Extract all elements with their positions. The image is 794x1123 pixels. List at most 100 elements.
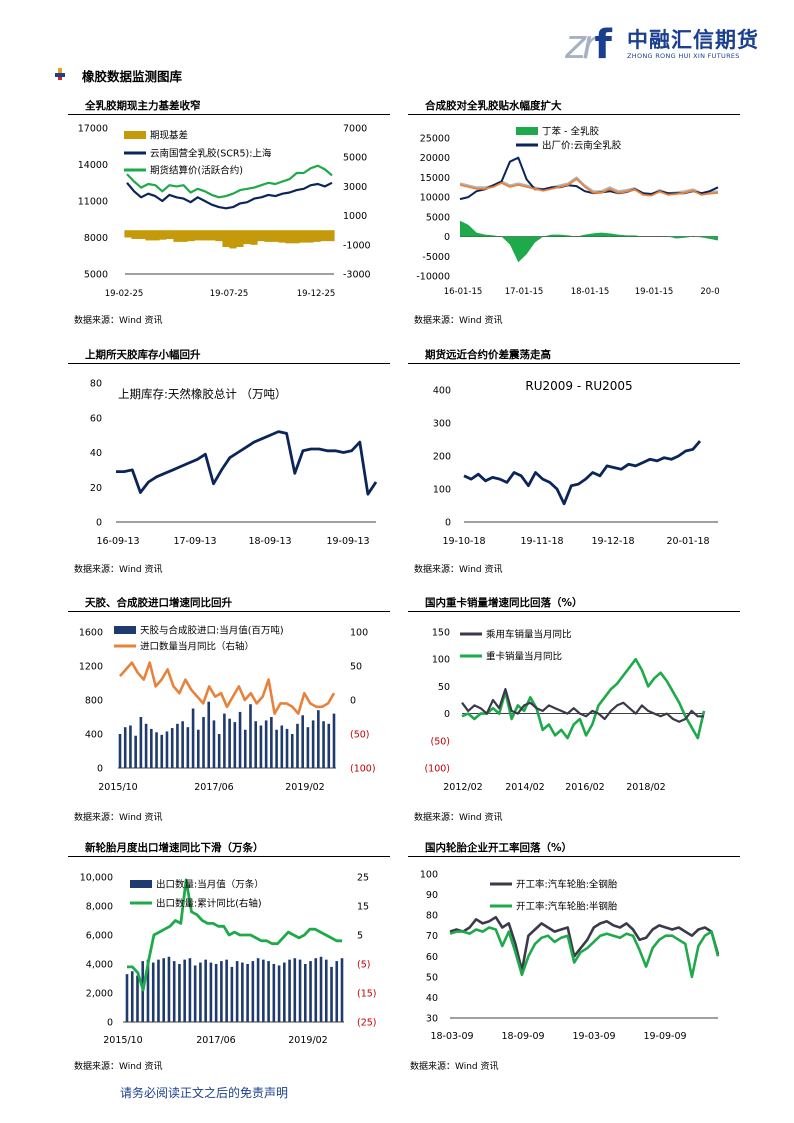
section-title: 橡胶数据监测图库 [82,69,183,84]
y-tick-label: 40 [90,448,102,459]
x-tick-label: 19-01-15 [635,287,674,297]
import-volume-bar [134,735,137,768]
basis-bar [145,230,153,241]
basis-bar [138,230,146,239]
chart-source: 数据来源：Wind 资讯 [410,1062,499,1072]
company-logo-mark: zrf [565,22,612,68]
legend-label: 开工率:汽车轮胎:半钢胎 [516,901,618,913]
chart-basis: 17000 14000 11000 8000 5000 7000 5000 3000 1000 -… [78,124,371,300]
export-volume-bar [256,958,260,1022]
chart-title-operating-rate: 国内轮胎企业开工率回落（%） [425,842,573,854]
y-tick-label: 0 [445,518,451,529]
heavy-truck-yoy-line [461,657,706,740]
export-volume-bar [167,956,171,1022]
y-tick-label: 0 [444,232,450,243]
chart-spread: 400 300 200 100 0 RU2009 - RU2005 19-10-18 19-1… [433,379,718,547]
y-tick-label: 15000 [420,173,450,184]
import-volume-bar [129,725,132,768]
chart-title-rule [408,856,740,857]
y-right-tick-label: (15) [357,989,377,1000]
x-tick-label: 18-03-09 [430,1031,473,1042]
import-volume-bar [285,728,289,768]
y-tick-label: 400 [433,386,451,397]
chart-source: 数据来源：Wind 资讯 [414,565,503,575]
y-tick-label: 5000 [343,153,367,164]
chart-title-truck: 国内重卡销量增速同比回落（%） [425,597,583,609]
y-tick-label: 1000 [343,211,367,222]
export-volume-bar [188,958,192,1022]
export-volume-bar [283,962,286,1022]
x-tick-label: 17-09-13 [173,536,216,547]
chart-source: 数据来源：Wind 资讯 [414,813,503,823]
section-marker-icon [55,68,65,80]
x-tick-label: 18-09-13 [248,536,291,547]
y-tick-label: 0 [97,764,103,775]
export-volume-bar [309,961,312,1022]
basis-bar [173,230,181,242]
basis-bar [124,230,132,238]
import-volume-bar [322,721,325,768]
export-volume-bar [319,956,323,1022]
chart-source: 数据来源：Wind 资讯 [74,316,163,326]
y-right-tick-label: (50) [350,730,370,741]
x-tick-label: 18-01-15 [571,287,610,297]
y-tick-label: 25000 [420,134,450,145]
export-volume-bar [288,959,291,1022]
export-volume-bar [214,964,218,1022]
import-volume-bar [301,715,304,768]
export-volume-bar [324,959,328,1022]
y-tick-label: 30 [426,1014,438,1025]
y-tick-label: 50 [426,972,438,983]
x-tick-label: 2012/02 [443,782,482,793]
x-tick-label: 2019/02 [288,1035,327,1046]
import-volume-bar [123,727,127,768]
truck-tire-rate-line [449,915,720,972]
x-tick-label: 20-0 [700,287,719,297]
sbr-minus-natural-area [460,220,718,263]
basis-bar [166,230,174,239]
y-tick-label: 20 [90,483,102,494]
basis-bar [194,230,202,241]
y-tick-label: 6,000 [86,931,113,942]
chart-tire-export: 10,000 8,000 6,000 4,000 2,000 0 25 15 5 (5) (15) (… [80,873,377,1047]
import-volume-bar [207,701,211,768]
export-volume-bar [204,959,207,1022]
y-tick-label: 0 [96,518,102,529]
company-name-cn: 中融汇信期货 [627,28,759,52]
series-label: RU2009 - RU2005 [525,379,632,393]
import-volume-bar [139,717,143,768]
y-tick-label: 4,000 [86,960,113,971]
basis-bar [187,230,195,242]
import-volume-bar [243,729,247,768]
legend-label: 期现基差 [150,130,188,142]
export-volume-bar [162,958,166,1022]
import-volume-bar [280,725,284,768]
inventory-line [116,430,378,496]
chart-truck: 150 100 50 0 (50) (100) 2012/02 2014/02 2016/02 2… [424,628,706,793]
y-tick-label: 1600 [79,628,103,639]
company-name-en: ZHONG RONG HUI XIN FUTURES [627,52,740,60]
x-tick-label: 19-09-09 [643,1031,686,1042]
x-tick-label: 19-07-25 [210,289,249,299]
y-tick-label: 3000 [343,182,367,193]
legend-label: 出口数量:累计同比(右轴) [156,898,262,910]
x-tick-label: 2014/02 [505,782,544,793]
y-tick-label: 80 [426,911,438,922]
x-tick-label: 2016/02 [565,782,604,793]
basis-bar [320,230,328,242]
y-tick-label: -1000 [343,240,371,251]
export-volume-bar [262,959,265,1022]
y-tick-label: 800 [85,696,103,707]
basis-bar [229,230,237,249]
y-tick-label: 50 [438,682,450,693]
import-volume-bar [264,720,268,768]
export-volume-bar [277,965,281,1022]
export-volume-bar [183,959,186,1022]
y-tick-label: 5000 [84,270,108,281]
export-volume-bar [293,958,297,1022]
import-volume-bar [150,728,153,768]
export-volume-bar [230,966,234,1022]
basis-bar [243,230,251,245]
spot-price-line [126,181,333,210]
import-volume-bar [170,728,174,768]
